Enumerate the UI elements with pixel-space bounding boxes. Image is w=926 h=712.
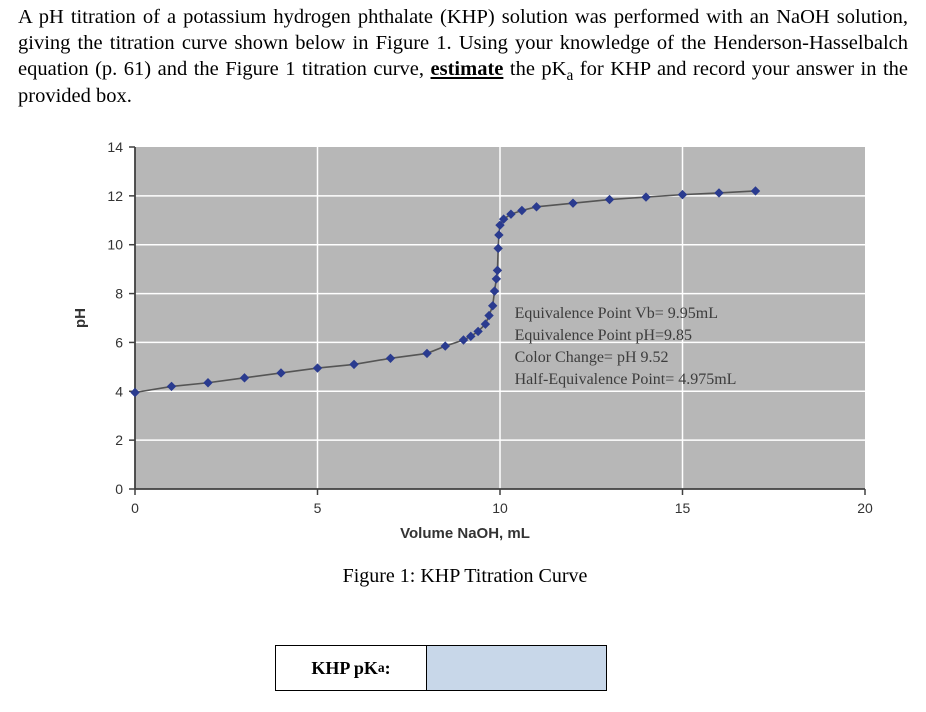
answer-label: KHP pKa: [276, 646, 427, 690]
svg-text:12: 12 [107, 188, 123, 204]
svg-text:pH: pH [72, 308, 89, 328]
svg-text:Equivalence Point pH=9.85: Equivalence Point pH=9.85 [515, 327, 692, 344]
titration-chart: 0 5 10 15 20 0 2 4 6 8 10 12 14 pH Equivalence Point V… [45, 135, 885, 535]
figure-caption: Figure 1: KHP Titration Curve [45, 565, 885, 588]
svg-text:10: 10 [107, 237, 123, 253]
problem-statement: A pH titration of a potassium hydrogen p… [0, 0, 926, 109]
svg-text:8: 8 [115, 286, 123, 302]
svg-text:6: 6 [115, 334, 123, 350]
svg-text:4: 4 [115, 383, 123, 399]
svg-text:5: 5 [314, 500, 322, 516]
svg-text:15: 15 [675, 500, 691, 516]
svg-text:20: 20 [857, 500, 873, 516]
svg-text:Equivalence Point Vb= 9.95mL: Equivalence Point Vb= 9.95mL [515, 305, 718, 322]
svg-text:0: 0 [115, 481, 123, 497]
x-axis-label: Volume NaOH, mL [45, 525, 885, 542]
svg-text:14: 14 [107, 139, 123, 155]
pka-input[interactable] [427, 646, 606, 690]
svg-text:10: 10 [492, 500, 508, 516]
svg-text:2: 2 [115, 432, 123, 448]
svg-text:Half-Equivalence Point= 4.975m: Half-Equivalence Point= 4.975mL [515, 371, 737, 388]
svg-text:0: 0 [131, 500, 139, 516]
chart-region: 0 5 10 15 20 0 2 4 6 8 10 12 14 pH Equivalence Point V… [45, 135, 885, 585]
svg-text:Color Change= pH 9.52: Color Change= pH 9.52 [515, 349, 669, 366]
answer-box: KHP pKa: [275, 645, 607, 691]
